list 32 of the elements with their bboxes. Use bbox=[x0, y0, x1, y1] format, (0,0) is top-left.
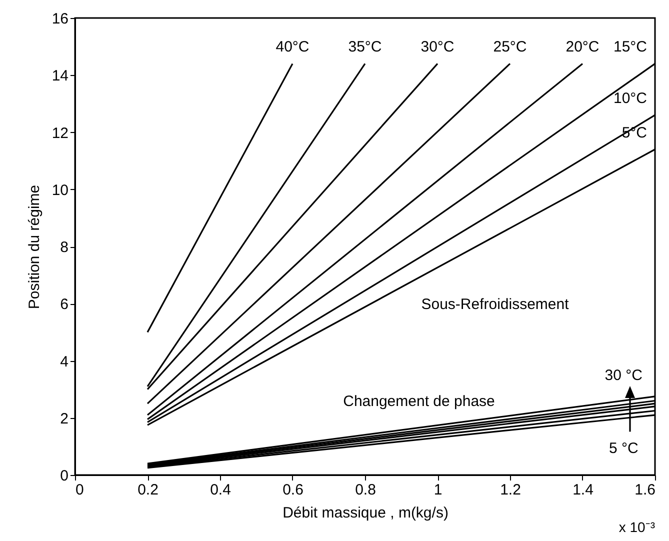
y-tick-label: 0 bbox=[60, 468, 68, 484]
x-tick-label: 0.8 bbox=[355, 482, 376, 498]
series-label: 15°C bbox=[613, 38, 648, 56]
y-tick-label: 2 bbox=[60, 410, 68, 428]
annotation: Changement de phase bbox=[343, 393, 495, 410]
x-tick-label: 0 bbox=[76, 482, 84, 498]
annotation: 5 °C bbox=[608, 440, 638, 457]
x-tick-label: 0.4 bbox=[210, 482, 231, 498]
x-tick-label: 1.6 bbox=[634, 482, 656, 498]
y-tick-label: 10 bbox=[52, 182, 68, 199]
text: x 10⁻³ bbox=[618, 519, 656, 535]
series-label: 40°C bbox=[276, 38, 310, 56]
series-label: 10°C bbox=[613, 90, 648, 108]
y-tick-label: 6 bbox=[60, 296, 68, 314]
y-tick-label: 16 bbox=[52, 10, 68, 28]
series-label: 25°C bbox=[493, 38, 527, 56]
annotation: 30 °C bbox=[604, 367, 643, 384]
x-tick-label: 0.6 bbox=[282, 482, 304, 498]
x-axis-title: Débit massique , m(kg/s) bbox=[282, 504, 448, 522]
x-tick-label: 1.2 bbox=[500, 482, 521, 498]
y-tick-label: 8 bbox=[60, 239, 68, 256]
series-label: 35°C bbox=[348, 38, 382, 56]
y-axis-title: Position du régime bbox=[26, 184, 43, 310]
x-tick-label: 1.4 bbox=[572, 482, 594, 498]
annotation: Sous-Refroidissement bbox=[421, 296, 570, 313]
y-tick-label: 12 bbox=[52, 124, 68, 142]
series-label: 30°C bbox=[420, 38, 454, 56]
y-tick-label: 4 bbox=[60, 353, 68, 370]
series-label: 20°C bbox=[566, 38, 600, 56]
x-tick-label: 1 bbox=[434, 482, 442, 498]
x-tick-label: 0.2 bbox=[138, 482, 158, 498]
y-tick-label: 14 bbox=[52, 68, 68, 85]
